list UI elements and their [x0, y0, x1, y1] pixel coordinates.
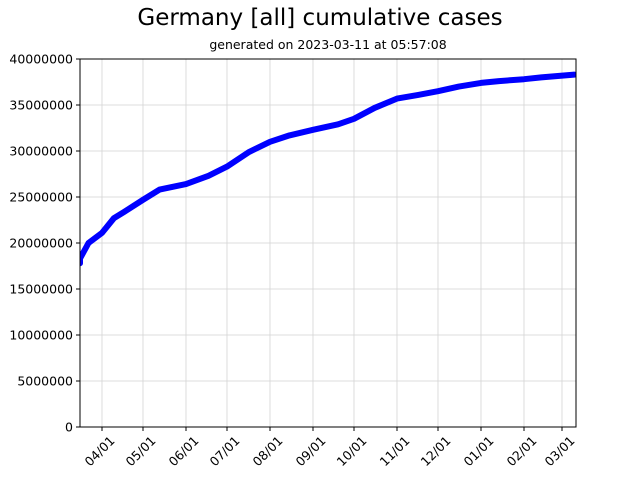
y-tick-label: 40000000: [9, 51, 73, 67]
y-tick-label: 30000000: [9, 143, 73, 159]
y-tick-label: 0: [65, 419, 73, 435]
y-tick-label: 10000000: [9, 327, 73, 343]
y-tick-label: 35000000: [9, 97, 73, 113]
chart-title: Germany [all] cumulative cases: [137, 5, 503, 31]
plot-frame: [79, 58, 577, 428]
chart-subtitle: generated on 2023-03-11 at 05:57:08: [209, 37, 447, 52]
y-tick-label: 5000000: [17, 373, 73, 389]
y-tick-label: 25000000: [9, 189, 73, 205]
data-line: [80, 71, 576, 267]
y-tick-label: 20000000: [9, 235, 73, 251]
y-tick-label: 15000000: [9, 281, 73, 297]
